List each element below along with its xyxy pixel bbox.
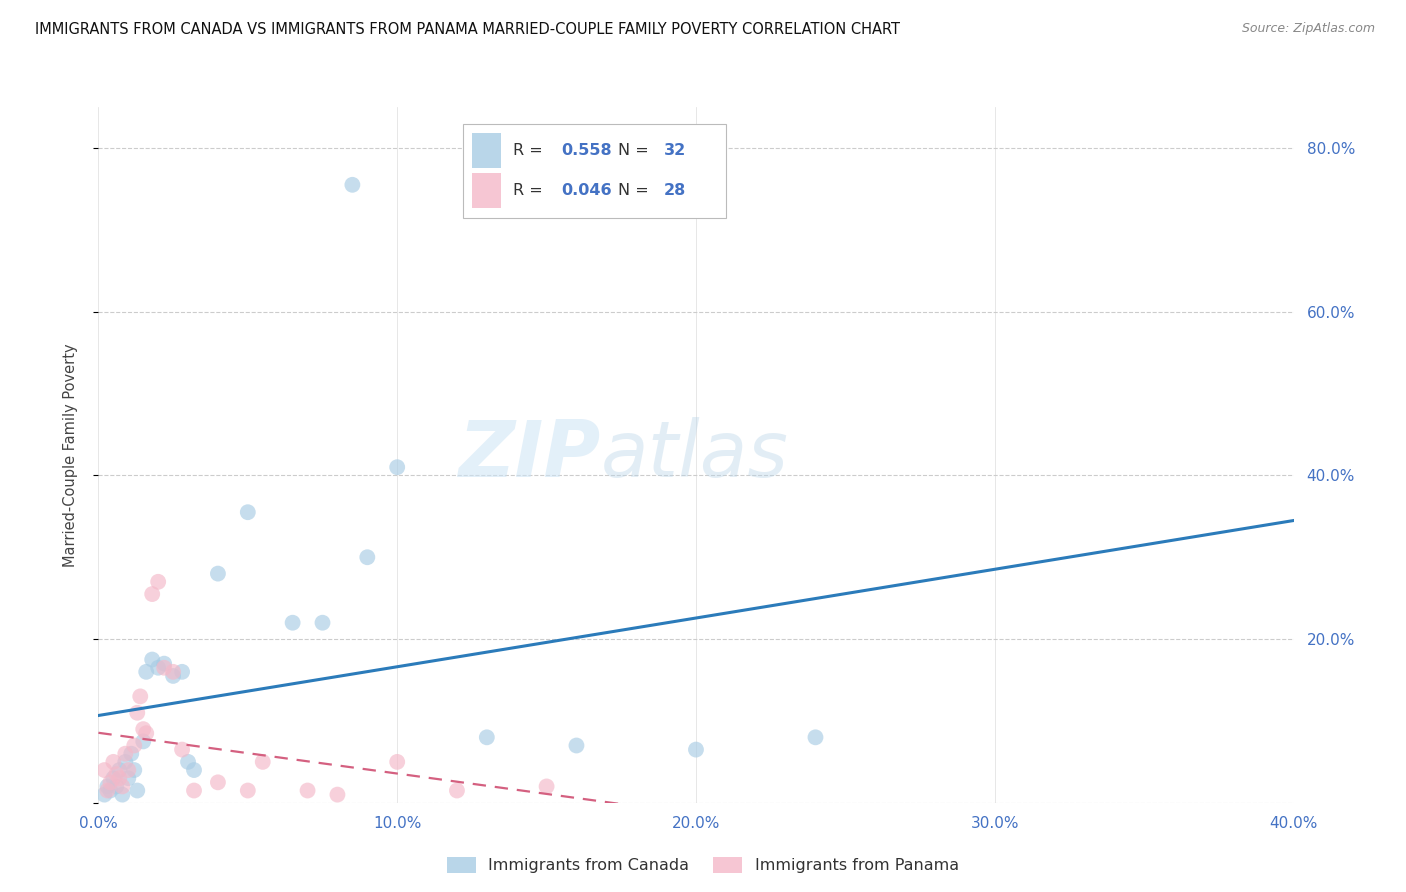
Point (183, 763, 205, 777)
Text: R =: R = (513, 144, 548, 159)
Point (127, 706, 149, 720)
FancyBboxPatch shape (463, 124, 725, 219)
Point (132, 722, 155, 736)
Text: N =: N = (619, 183, 654, 198)
Point (141, 652, 163, 666)
Point (236, 505, 259, 519)
Point (162, 665, 184, 679)
Text: N =: N = (619, 144, 654, 159)
Point (148, 661, 170, 675)
Point (111, 780, 134, 794)
Point (385, 460, 409, 475)
Point (108, 771, 131, 785)
Point (207, 775, 229, 789)
Text: 28: 28 (664, 183, 686, 198)
Point (103, 771, 125, 785)
Text: IMMIGRANTS FROM CANADA VS IMMIGRANTS FROM PANAMA MARRIED-COUPLE FAMILY POVERTY C: IMMIGRANTS FROM CANADA VS IMMIGRANTS FRO… (35, 22, 900, 37)
Point (536, 780, 558, 794)
Point (297, 783, 319, 797)
Point (103, 755, 125, 769)
Text: 0.558: 0.558 (561, 144, 612, 159)
Point (129, 690, 152, 704)
Point (177, 755, 200, 769)
Point (141, 587, 163, 601)
Point (132, 734, 155, 748)
Bar (472, 173, 501, 208)
Point (96, 783, 118, 797)
Text: Source: ZipAtlas.com: Source: ZipAtlas.com (1241, 22, 1375, 36)
Point (342, 178, 364, 192)
Point (326, 788, 349, 802)
Point (804, 731, 827, 745)
Point (93, 788, 115, 802)
Text: R =: R = (513, 183, 548, 198)
Point (385, 755, 409, 769)
Point (172, 742, 194, 756)
Point (475, 731, 498, 745)
Point (148, 574, 170, 589)
Point (565, 739, 588, 753)
Point (356, 550, 378, 565)
Point (127, 783, 149, 797)
Y-axis label: Married-Couple Family Poverty: Married-Couple Family Poverty (63, 343, 77, 566)
Text: atlas: atlas (600, 417, 789, 493)
Point (96, 780, 118, 794)
Point (100, 783, 122, 797)
Point (120, 747, 142, 761)
Point (114, 747, 136, 761)
Point (114, 755, 136, 769)
Point (153, 661, 176, 675)
Point (311, 615, 333, 630)
Point (117, 763, 139, 777)
Point (100, 775, 122, 789)
Point (105, 780, 128, 794)
Point (153, 657, 176, 671)
Point (207, 566, 229, 581)
Point (685, 742, 707, 756)
Point (162, 669, 184, 683)
Point (124, 739, 146, 753)
Point (281, 615, 304, 630)
Point (108, 763, 131, 777)
Point (117, 771, 139, 785)
Text: 0.046: 0.046 (561, 183, 612, 198)
Point (135, 665, 157, 679)
Point (236, 783, 259, 797)
Point (252, 755, 274, 769)
Text: ZIP: ZIP (458, 417, 600, 493)
Bar (472, 134, 501, 169)
Point (111, 788, 134, 802)
Point (446, 783, 468, 797)
Point (124, 763, 146, 777)
Point (93, 763, 115, 777)
Point (183, 783, 205, 797)
Text: 32: 32 (664, 144, 686, 159)
Point (105, 767, 128, 781)
Point (135, 726, 157, 740)
Point (172, 665, 194, 679)
Legend: Immigrants from Canada, Immigrants from Panama: Immigrants from Canada, Immigrants from … (440, 850, 966, 880)
